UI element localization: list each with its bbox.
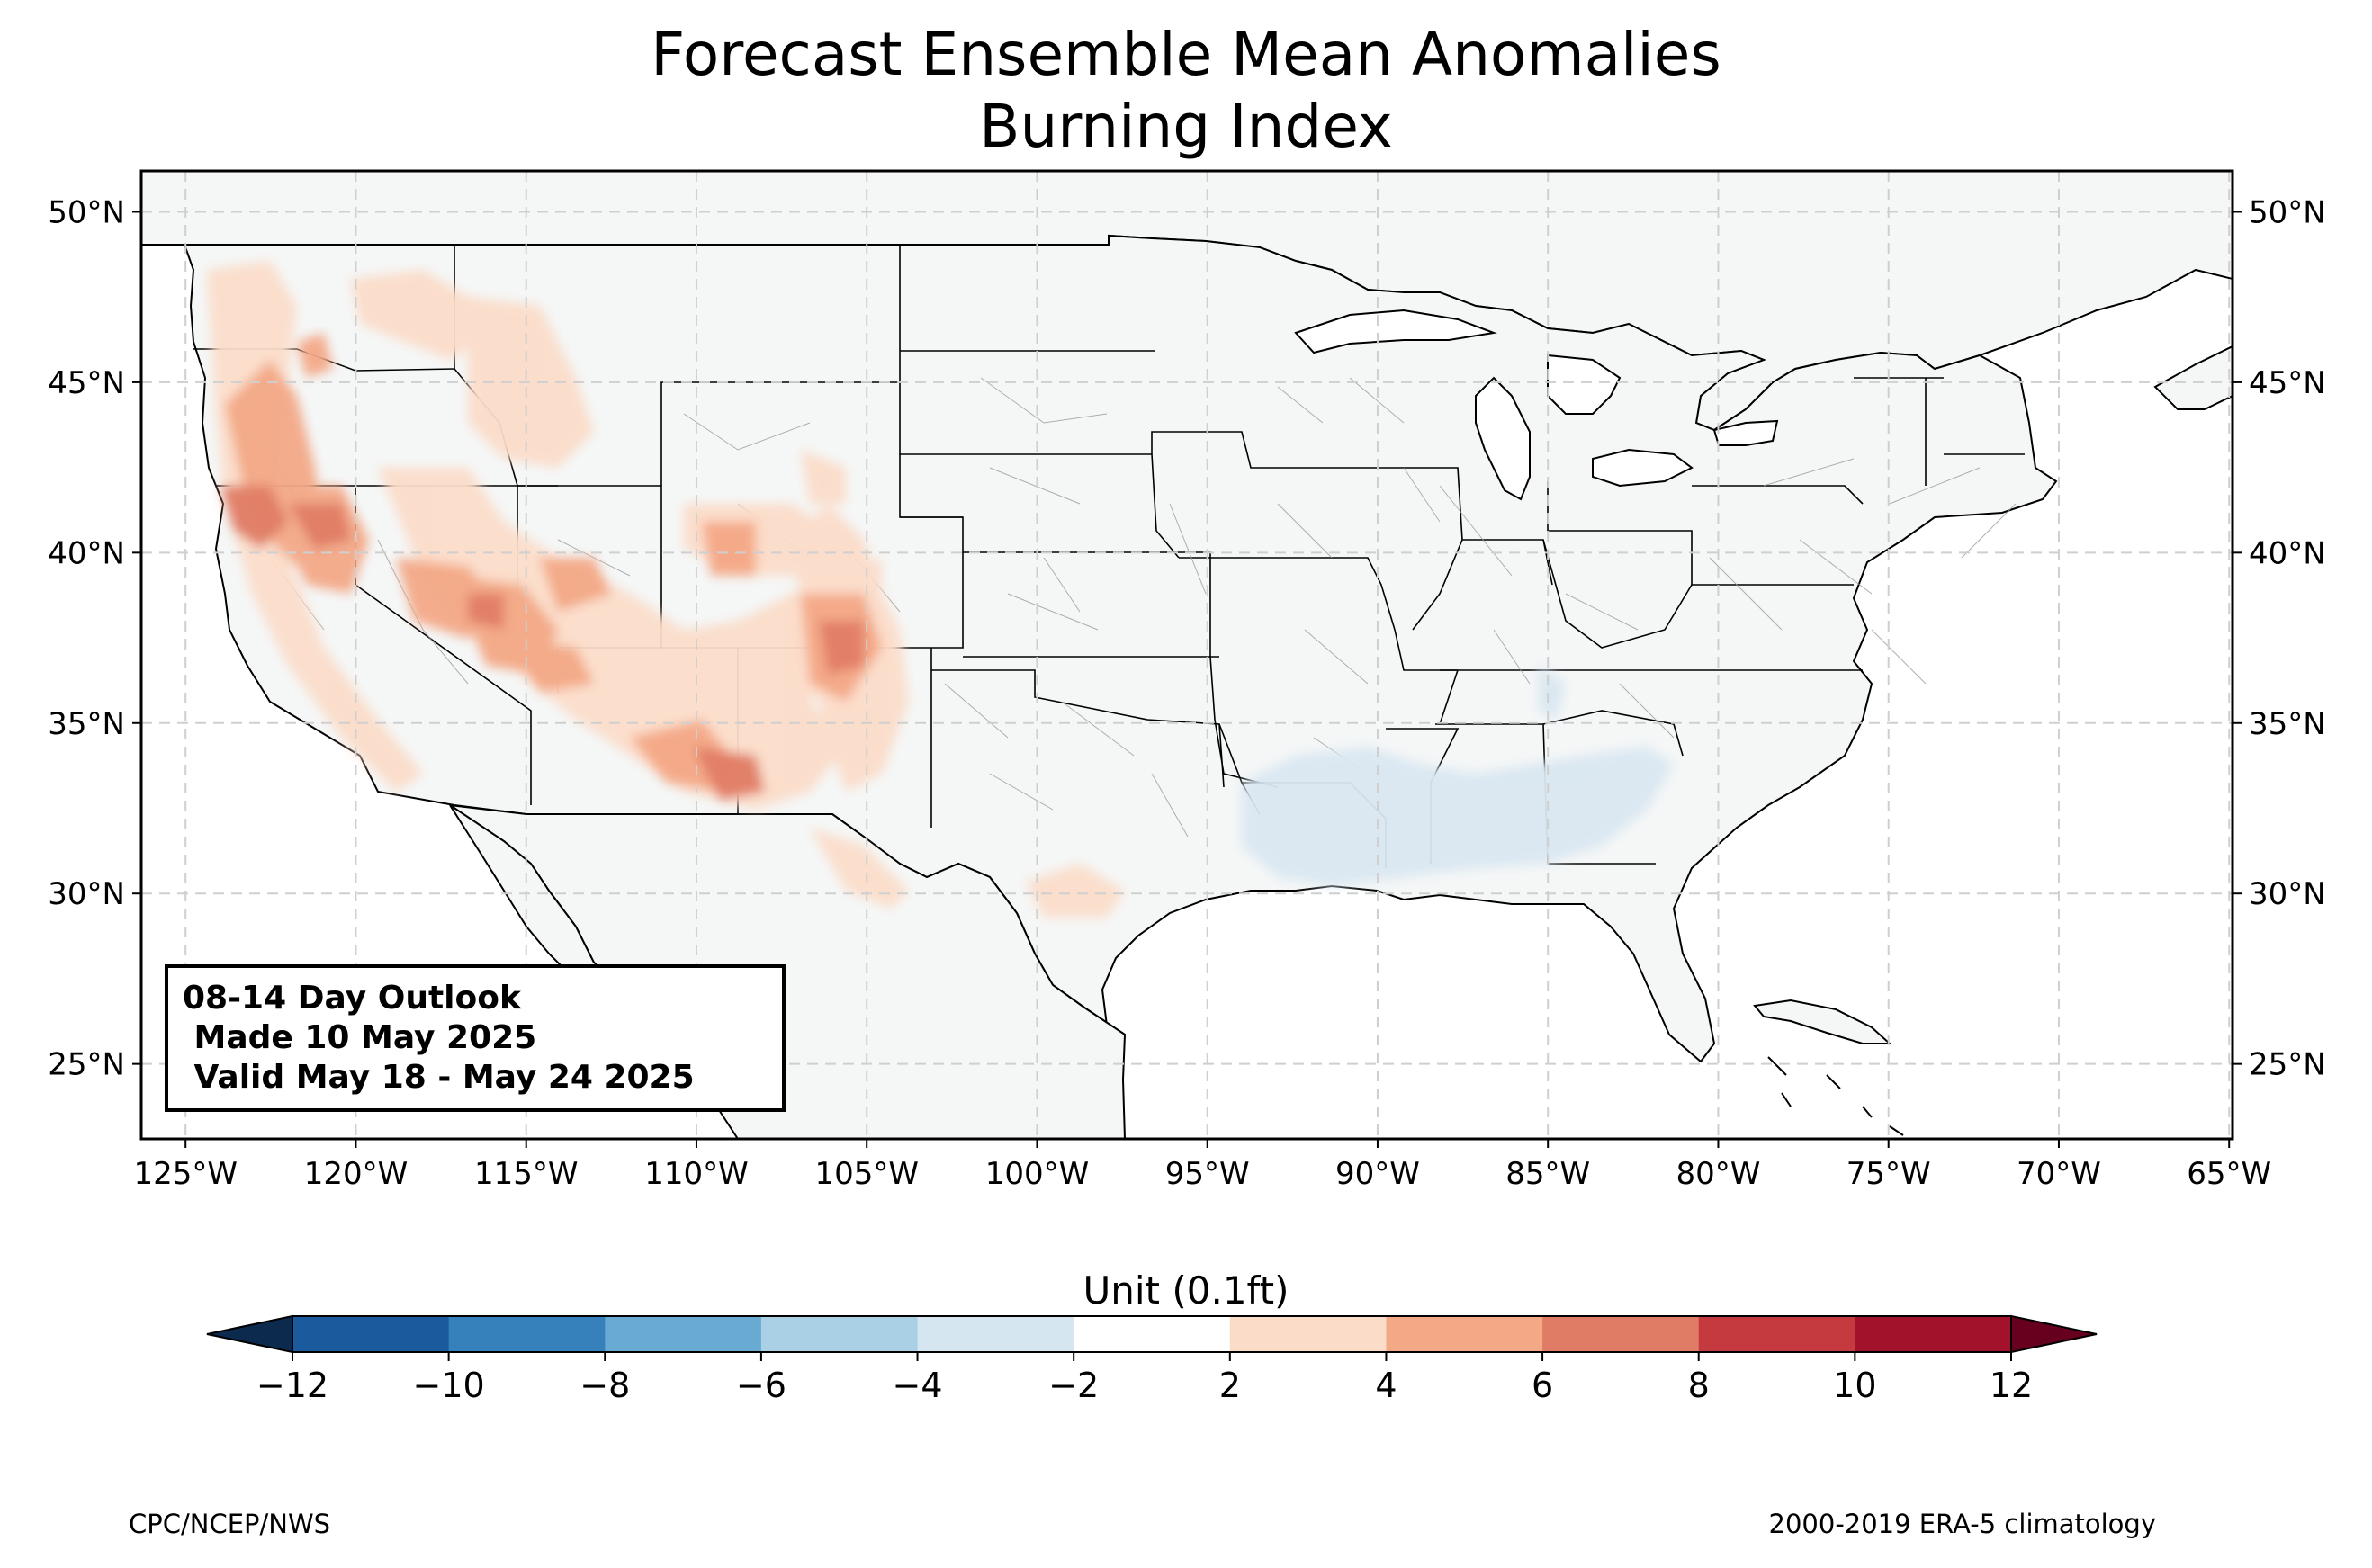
- lat-tick-label-right: 35°N: [2249, 706, 2326, 742]
- colorbar-segment: [917, 1316, 1074, 1352]
- lon-tick-label: 70°W: [2017, 1156, 2101, 1192]
- outlook-made-date: Made 10 May 2025: [183, 1019, 537, 1056]
- lon-tick-label: 100°W: [985, 1156, 1090, 1192]
- colorbar-segment: [1855, 1316, 2012, 1352]
- colorbar-segment: [292, 1316, 450, 1352]
- map-frame: [139, 169, 2234, 1141]
- colorbar-segment: [1074, 1316, 1231, 1352]
- great-lakes: [1294, 309, 1779, 501]
- lat-tick-label-right: 45°N: [2249, 365, 2326, 401]
- lat-tick-label-left: 40°N: [48, 535, 125, 571]
- colorbar-tick-label: −2: [1048, 1366, 1099, 1405]
- lat-tick-label-right: 40°N: [2249, 535, 2326, 571]
- lon-tick-label: 85°W: [1505, 1156, 1590, 1192]
- lat-tick-label-right: 30°N: [2249, 876, 2326, 912]
- colorbar-tick-label: −6: [736, 1366, 786, 1405]
- lon-tick-label: 80°W: [1676, 1156, 1761, 1192]
- outlook-info-box: 08-14 Day Outlook Made 10 May 2025 Valid…: [165, 964, 786, 1112]
- colorbar-tick-label: 12: [1990, 1366, 2033, 1405]
- outlook-valid-range: Valid May 18 - May 24 2025: [183, 1059, 695, 1096]
- colorbar-segment: [1386, 1316, 1543, 1352]
- colorbar-frame: [292, 1315, 2012, 1353]
- lon-tick-label: 110°W: [644, 1156, 749, 1192]
- lat-tick-label-right: 25°N: [2249, 1047, 2326, 1083]
- colorbar-over-arrow: [2010, 1314, 2098, 1354]
- colorbar-tick-label: 6: [1532, 1366, 1553, 1405]
- colorbar-tick-label: 10: [1833, 1366, 1876, 1405]
- latitude-axis: 25°N 25°N 30°N 30°N 35°N 35°N 40°N 40°N 45°N 45°N…: [48, 194, 2325, 1082]
- lon-tick-label: 75°W: [1846, 1156, 1931, 1192]
- colorbar-segment: [1542, 1316, 1700, 1352]
- colorbar-title: Unit (0.1ft): [1083, 1268, 1289, 1313]
- colorbar-tick-label: 2: [1219, 1366, 1241, 1405]
- lat-tick-label-right: 50°N: [2249, 194, 2326, 230]
- lon-tick-label: 90°W: [1335, 1156, 1420, 1192]
- land-nova-scotia: [2153, 345, 2233, 410]
- colorbar-segment: [448, 1316, 606, 1352]
- lon-tick-label: 120°W: [304, 1156, 409, 1192]
- lat-tick-label-left: 25°N: [48, 1047, 125, 1083]
- colorbar: −12 −10 −8 −6 −4 −2 2 4 6 8 10 12: [206, 1314, 2098, 1405]
- lat-tick-label-left: 45°N: [48, 365, 125, 401]
- colorbar-tick-label: −10: [413, 1366, 485, 1405]
- colorbar-segment: [605, 1316, 762, 1352]
- outlook-period: 08-14 Day Outlook: [183, 980, 521, 1017]
- colorbar-tick-label: −12: [256, 1366, 328, 1405]
- chart-title: Forecast Ensemble Mean Anomalies: [651, 20, 1721, 89]
- colorbar-segment: [1229, 1316, 1387, 1352]
- lat-tick-label-left: 30°N: [48, 876, 125, 912]
- chart-subtitle: Burning Index: [979, 92, 1393, 161]
- lon-tick-label: 65°W: [2187, 1156, 2271, 1192]
- footer-climatology: 2000-2019 ERA-5 climatology: [1768, 1509, 2156, 1539]
- lon-tick-label: 95°W: [1165, 1156, 1250, 1192]
- footer-source: CPC/NCEP/NWS: [129, 1509, 331, 1539]
- lon-tick-label: 125°W: [133, 1156, 238, 1192]
- lat-tick-label-left: 50°N: [48, 194, 125, 230]
- lon-tick-label: 105°W: [814, 1156, 919, 1192]
- colorbar-tick-label: −4: [893, 1366, 943, 1405]
- colorbar-under-arrow: [206, 1314, 293, 1354]
- colorbar-segment: [1698, 1316, 1855, 1352]
- lon-tick-label: 115°W: [474, 1156, 579, 1192]
- colorbar-tick-label: −8: [580, 1366, 630, 1405]
- county-lines: [233, 377, 2017, 838]
- colorbar-segment: [760, 1316, 919, 1352]
- land-bahamas: [1767, 1056, 1904, 1136]
- colorbar-tick-label: 4: [1375, 1366, 1397, 1405]
- longitude-axis: 125°W 120°W 115°W 110°W 105°W 100°W 95°W 90°W 85…: [133, 1139, 2271, 1192]
- lat-tick-label-left: 35°N: [48, 706, 125, 742]
- colorbar-tick-label: 8: [1688, 1366, 1710, 1405]
- land-cuba: [1753, 999, 1892, 1044]
